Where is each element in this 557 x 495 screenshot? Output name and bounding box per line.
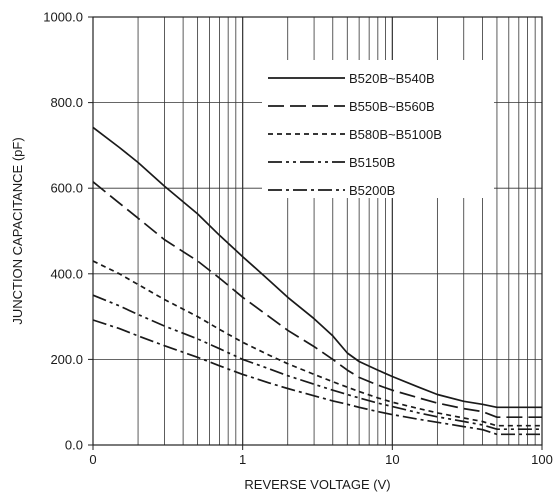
legend-label: B5150B: [349, 155, 395, 170]
y-tick-label: 0.0: [65, 438, 83, 453]
legend: B520B~B540B B550B~B560B B580B~B5100B B5150B…: [262, 60, 494, 198]
y-tick-label: 600.0: [50, 181, 83, 196]
x-tick-label: 1: [239, 452, 246, 467]
legend-label: B5200B: [349, 183, 395, 198]
legend-label: B580B~B5100B: [349, 127, 442, 142]
series-line: [92, 260, 542, 427]
series-line: [92, 181, 542, 419]
y-tick-label: 400.0: [50, 266, 83, 281]
x-tick-label: 10: [385, 452, 399, 467]
y-axis-ticks: 0.0 200.0 400.0 600.0 800.0 1000.0: [43, 10, 93, 453]
legend-label: B520B~B540B: [349, 71, 435, 86]
y-axis-label: JUNCTION CAPACITANCE (pF): [10, 137, 25, 324]
series-line: [92, 319, 542, 436]
x-tick-label: 100: [531, 452, 553, 467]
series-layer: [92, 126, 542, 436]
series-3: [92, 260, 542, 427]
y-tick-label: 1000.0: [43, 10, 83, 25]
y-tick-label: 200.0: [50, 352, 83, 367]
series-2: [92, 181, 542, 419]
series-1: [92, 126, 542, 409]
x-axis-label: REVERSE VOLTAGE (V): [244, 477, 390, 492]
series-5: [92, 319, 542, 436]
x-axis-ticks: 0 1 10 100: [89, 445, 553, 467]
legend-label: B550B~B560B: [349, 99, 435, 114]
y-tick-label: 800.0: [50, 95, 83, 110]
series-line: [92, 126, 542, 409]
plot-frame: [92, 16, 543, 446]
x-tick-label: 0: [89, 452, 96, 467]
series-4: [92, 294, 542, 431]
series-line: [92, 294, 542, 431]
legend-background: [262, 60, 494, 198]
